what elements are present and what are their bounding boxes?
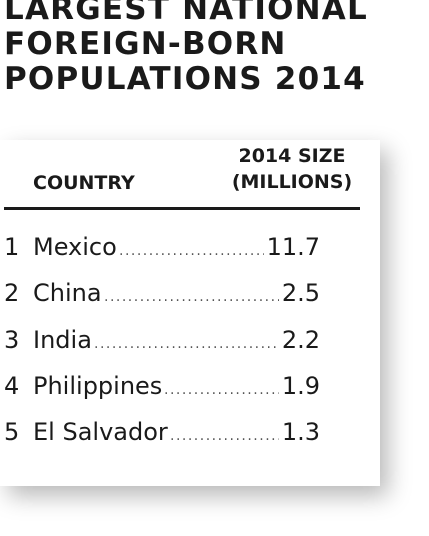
title-line-2: FOREIGN-BORN (4, 26, 287, 62)
row-leader-dots: ........................................… (164, 381, 279, 398)
title-line-3: POPULATIONS 2014 (4, 61, 366, 97)
row-rank: 5 (4, 418, 20, 447)
row-leader-dots: ........................................… (94, 335, 279, 352)
row-rank: 1 (4, 233, 20, 261)
column-header-country: COUNTRY (33, 172, 135, 194)
row-leader-dots: ........................................… (170, 428, 279, 445)
row-leader-dots: ........................................… (104, 289, 279, 306)
column-header-size: 2014 SIZE (MILLIONS) (226, 143, 358, 195)
column-header-size-line-2: (MILLIONS) (231, 171, 353, 193)
table-row: 5 El Salvador............................… (4, 416, 320, 448)
row-country: Philippines (33, 371, 163, 400)
table-row: 2 China..................................… (4, 277, 320, 309)
table-row: 3 India..................................… (4, 324, 320, 356)
row-value: 1.3 (281, 418, 320, 447)
chart-title: LARGEST NATIONAL FOREIGN-BORN POPULATION… (4, 0, 368, 97)
row-leader-dots: ........................................… (119, 243, 264, 259)
row-value: 1.9 (281, 371, 320, 400)
row-country: China (33, 279, 102, 308)
row-rank: 3 (4, 325, 20, 354)
header-rule (4, 207, 360, 210)
column-header-size-line-1: 2014 SIZE (238, 145, 346, 167)
title-line-1: LARGEST NATIONAL (4, 0, 368, 27)
row-value: 2.5 (281, 279, 320, 308)
table-row: 4 Philippines............................… (4, 370, 320, 402)
row-rank: 4 (4, 371, 20, 400)
row-country: El Salvador (33, 418, 168, 447)
table-row: 1 Mexico.................................… (4, 231, 320, 263)
table-card (0, 140, 380, 486)
row-value: 11.7 (266, 233, 320, 261)
row-rank: 2 (4, 279, 20, 308)
row-value: 2.2 (281, 325, 320, 354)
row-country: India (33, 325, 92, 354)
row-country: Mexico (33, 233, 117, 261)
